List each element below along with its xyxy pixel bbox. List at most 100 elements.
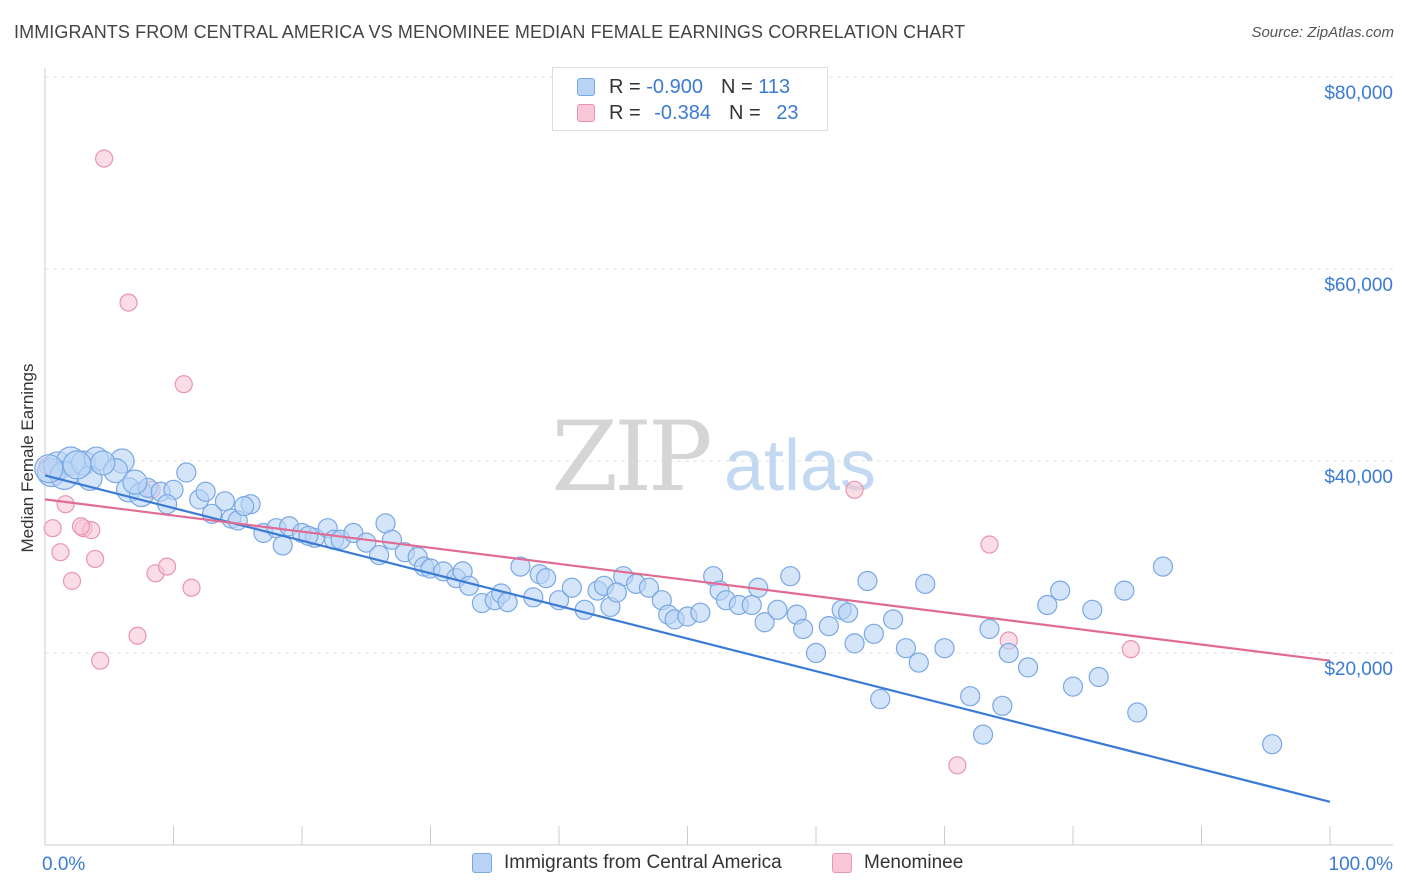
legend-series-name: Immigrants from Central America [504,852,782,873]
central-america-point [1262,734,1283,755]
central-america-point [895,638,917,659]
menominee-point [174,375,193,394]
legend-r-label: R = [609,75,641,98]
menominee-point [157,557,177,576]
central-america-point [638,577,660,598]
central-america-point [844,633,865,654]
menominee-point [128,626,147,645]
trend-lines [44,474,1331,803]
y-tick-label: $60,000 [1324,275,1393,296]
central-america-point [62,450,92,480]
central-america-point [754,612,775,633]
menominee-point [86,549,105,569]
menominee-point [980,535,999,554]
central-america-point [234,496,255,517]
legend-n-label: N = [728,101,761,124]
central-america-point [741,594,762,616]
trend-line-menominee [44,498,1331,662]
central-america-point [195,481,216,502]
central-america-point [979,618,1000,640]
central-america-point [870,688,891,710]
central-america-point [1037,594,1058,616]
legend-row-menominee: R = -0.384 N = 23 [577,101,798,125]
central-america-point [690,602,711,623]
central-america-point [780,566,801,587]
central-america-point [272,535,293,556]
central-america-point [561,577,582,598]
tick-labels: $20,000 $40,000 $60,000 $80,000 0.0% 100.0% [42,83,1393,875]
legend-series-name: Menominee [864,852,964,873]
legend-swatch-central-america [472,853,492,873]
central-america-point [908,652,929,673]
central-america-point [1050,580,1071,601]
bottom-legend-central-america: Immigrants from Central America [472,852,782,874]
central-america-point [805,642,827,664]
legend-swatch-menominee [832,853,852,873]
y-axis-label: Median Female Earnings [18,363,37,553]
central-america-point [857,570,878,592]
central-america-point [838,602,859,623]
central-america-point [934,638,955,659]
central-america-point [1082,599,1103,620]
central-america-point [882,609,904,630]
central-america-point [793,618,814,640]
central-america-point [1114,580,1135,601]
central-america-point [998,642,1019,664]
y-tick-label: $40,000 [1324,467,1393,488]
trend-line-central-america [44,474,1331,803]
central-america-point [90,450,116,476]
y-tick-label: $20,000 [1324,659,1393,680]
legend-n-label: N = [720,75,753,98]
central-america-point [863,623,884,644]
central-america-point [1088,666,1109,688]
legend-swatch-menominee [577,104,595,122]
correlation-legend: R = -0.900 N = 113 R = -0.384 N = 23 [552,67,828,131]
central-america-point [960,686,981,707]
watermark: ZIP atlas [551,401,876,513]
legend-swatch-central-america [577,78,595,96]
legend-r-value: -0.384 [654,101,711,124]
menominee-point [948,756,967,775]
chart-title: IMMIGRANTS FROM CENTRAL AMERICA VS MENOM… [14,22,966,42]
menominee-point [95,149,114,168]
x-tick-label: 0.0% [42,854,85,875]
central-america-point [767,599,788,620]
axes [44,68,1393,846]
legend-n-value: 23 [776,101,799,124]
central-america-point [992,695,1013,716]
menominee-point [62,571,82,591]
legend-r-value: -0.900 [646,75,703,98]
menominee-point [182,578,201,597]
legend-row-central-america: R = -0.900 N = 113 [577,75,790,99]
central-america-point [915,573,936,594]
central-america-point [214,491,235,512]
central-america-point [122,469,148,495]
central-america-point [1127,702,1148,723]
central-america-point [818,616,839,637]
central-america-point [510,556,531,577]
central-america-point [1017,657,1039,678]
central-america-point [176,462,197,483]
central-america-point [356,532,377,553]
menominee-point [1121,640,1140,659]
central-america-point [606,582,627,603]
central-america-point [536,568,557,589]
central-america-point [34,454,64,484]
watermark-zip: ZIP [551,401,710,513]
y-tick-label: $80,000 [1324,83,1393,104]
central-america-point [972,724,994,745]
central-america-point [1152,556,1174,577]
central-america-point [1062,676,1084,697]
menominee-point [91,651,110,670]
menominee-point [71,517,91,536]
bottom-legend-menominee: Menominee [832,852,963,874]
menominee-point [845,480,864,499]
series-central-america-points [34,446,1283,755]
source-label: Source: ZipAtlas.com [1251,24,1394,41]
menominee-point [51,543,70,562]
menominee-point [43,519,62,538]
x-tick-label: 100.0% [1329,854,1394,875]
gridlines [45,76,1393,654]
legend-n-value: 113 [758,75,791,98]
